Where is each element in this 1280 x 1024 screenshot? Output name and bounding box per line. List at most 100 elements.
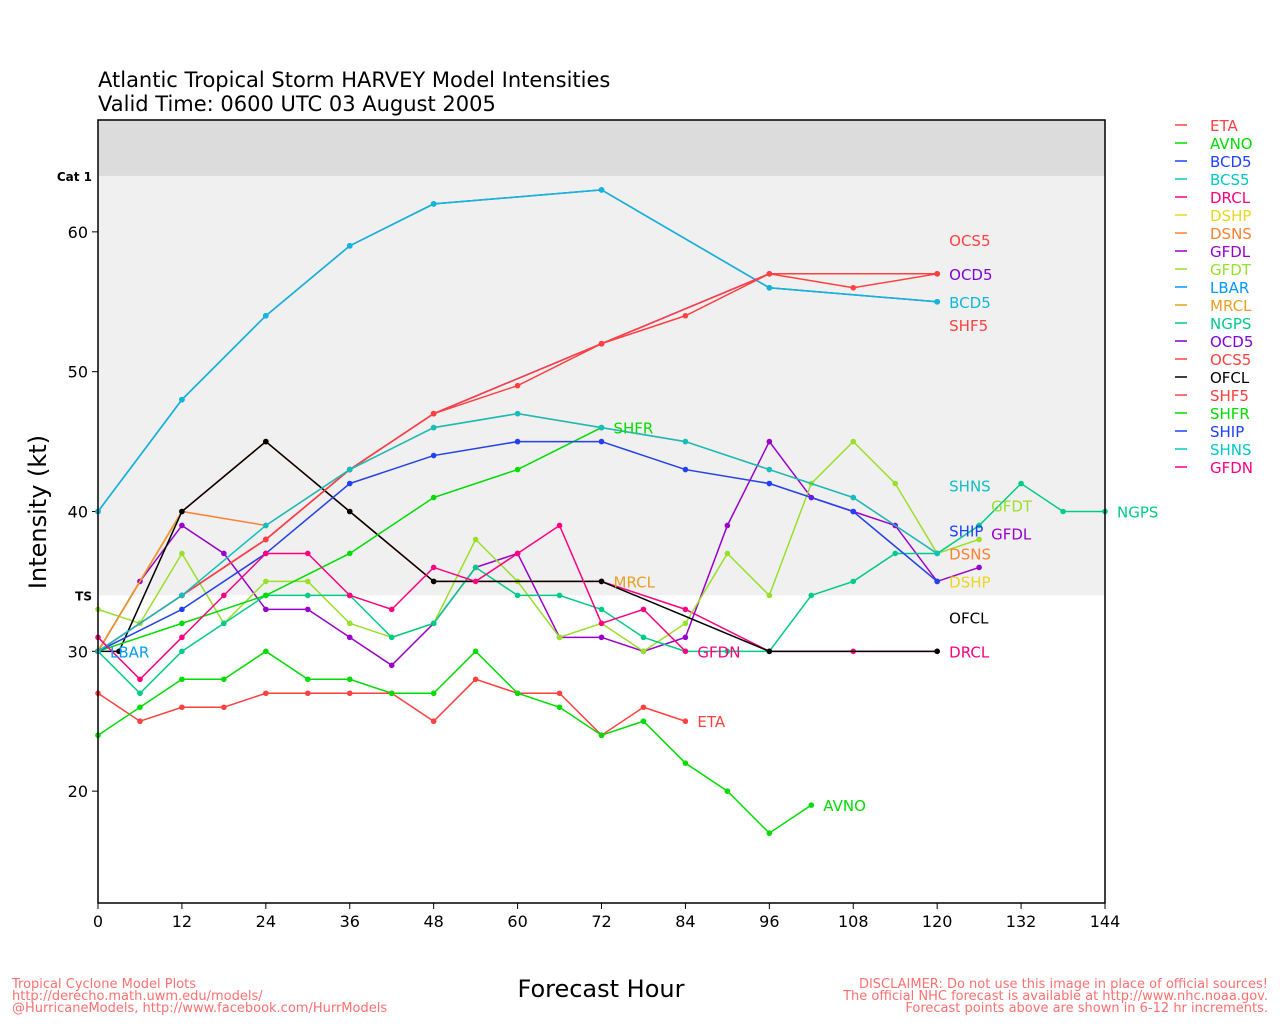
data-point bbox=[850, 284, 857, 291]
data-point bbox=[766, 480, 773, 487]
legend-item-lbar: LBAR bbox=[1210, 279, 1249, 297]
data-point bbox=[514, 438, 521, 445]
legend-item-ngps: NGPS bbox=[1210, 315, 1251, 333]
data-point bbox=[179, 606, 185, 613]
data-point bbox=[766, 466, 773, 473]
data-point bbox=[346, 620, 353, 627]
data-point bbox=[724, 788, 731, 794]
data-point bbox=[934, 578, 940, 585]
data-point bbox=[346, 690, 353, 697]
data-point bbox=[514, 466, 521, 473]
data-point bbox=[682, 312, 689, 319]
data-point bbox=[263, 578, 269, 585]
data-point bbox=[137, 690, 143, 697]
chart-title: Atlantic Tropical Storm HARVEY Model Int… bbox=[98, 68, 610, 92]
data-point bbox=[430, 494, 437, 501]
series-shns bbox=[95, 410, 940, 655]
data-point bbox=[430, 620, 437, 627]
series-end-label: GFDT bbox=[991, 497, 1033, 515]
data-point bbox=[346, 480, 353, 487]
data-point bbox=[598, 606, 605, 613]
series-end-label: SHIP bbox=[949, 522, 983, 540]
data-point bbox=[221, 676, 227, 683]
data-point bbox=[598, 340, 605, 347]
data-point bbox=[179, 396, 185, 403]
data-point bbox=[388, 606, 395, 613]
data-point bbox=[682, 718, 689, 725]
data-point bbox=[472, 564, 479, 571]
chart-subtitle: Valid Time: 0600 UTC 03 August 2005 bbox=[98, 92, 496, 116]
plot-frame bbox=[97, 119, 1106, 904]
x-tick-label: 96 bbox=[759, 912, 779, 931]
data-point bbox=[346, 550, 353, 557]
series-end-label: DSNS bbox=[949, 545, 991, 563]
data-point bbox=[472, 676, 479, 683]
series-end-label: OCS5 bbox=[949, 232, 990, 250]
data-point bbox=[179, 592, 185, 599]
data-point bbox=[346, 592, 353, 599]
data-point bbox=[263, 522, 269, 529]
x-tick-label: 0 bbox=[93, 912, 103, 931]
series-line-eta bbox=[97, 678, 686, 737]
data-point bbox=[221, 704, 227, 711]
data-point bbox=[934, 648, 940, 655]
series-end-label: OCD5 bbox=[949, 266, 992, 284]
data-point bbox=[598, 620, 605, 627]
data-point bbox=[850, 508, 857, 515]
data-point bbox=[682, 620, 689, 627]
data-point bbox=[598, 438, 605, 445]
data-point bbox=[304, 676, 311, 683]
data-point bbox=[976, 536, 982, 543]
series-end-label: NGPS bbox=[1117, 504, 1158, 522]
data-point bbox=[346, 634, 353, 641]
series-end-label: GFDL bbox=[991, 525, 1032, 543]
data-point bbox=[766, 271, 773, 277]
legend-item-dshp: DSHP bbox=[1210, 207, 1251, 225]
data-point bbox=[850, 578, 857, 585]
data-point bbox=[430, 690, 437, 697]
data-point bbox=[388, 634, 395, 641]
legend-item-ocd5: OCD5 bbox=[1210, 333, 1253, 351]
legend-item-shf5: SHF5 bbox=[1210, 387, 1249, 405]
footer-left-2: http://derecho.math.uwm.edu/models/ bbox=[12, 989, 263, 1004]
data-point bbox=[304, 606, 311, 613]
data-point bbox=[724, 550, 731, 557]
data-point bbox=[892, 480, 899, 487]
data-point bbox=[179, 648, 185, 655]
series-line-avno bbox=[97, 650, 812, 835]
data-point bbox=[179, 620, 185, 627]
data-point bbox=[598, 578, 605, 585]
y-tick-label: 60 bbox=[68, 223, 88, 242]
series-end-label: DSHP bbox=[949, 573, 990, 591]
data-point bbox=[263, 438, 269, 445]
legend: ETAAVNOBCD5BCS5DRCLDSHPDSNSGFDLGFDTLBARM… bbox=[1175, 117, 1253, 477]
x-tick-label: 12 bbox=[172, 912, 192, 931]
x-tick-label: 36 bbox=[340, 912, 360, 931]
data-point bbox=[766, 830, 773, 836]
footer-right-2: The official NHC forecast is available a… bbox=[842, 989, 1268, 1004]
series-line-bcs5 bbox=[97, 189, 938, 512]
data-point bbox=[430, 578, 437, 585]
data-point bbox=[514, 550, 521, 557]
legend-item-shfr: SHFR bbox=[1210, 405, 1250, 423]
series-group bbox=[95, 187, 1108, 836]
series-end-label: GFDN bbox=[697, 643, 740, 661]
intensity-bands: TS Cat 1 bbox=[57, 120, 1105, 603]
data-point bbox=[137, 704, 143, 711]
y-axis-label: Intensity (kt) bbox=[24, 435, 52, 589]
data-point bbox=[304, 550, 311, 557]
band-label: Cat 1 bbox=[57, 170, 92, 184]
legend-item-ship: SHIP bbox=[1210, 423, 1244, 441]
x-tick-label: 120 bbox=[922, 912, 953, 931]
data-point bbox=[682, 648, 689, 655]
data-point bbox=[640, 704, 647, 711]
data-point bbox=[304, 578, 311, 585]
legend-item-drcl: DRCL bbox=[1210, 189, 1251, 207]
legend-item-ocs5: OCS5 bbox=[1210, 351, 1251, 369]
data-point bbox=[179, 508, 185, 515]
legend-item-gfdl: GFDL bbox=[1210, 243, 1251, 261]
data-point bbox=[179, 522, 185, 529]
series-end-label: OFCL bbox=[949, 609, 989, 627]
data-point bbox=[179, 676, 185, 683]
